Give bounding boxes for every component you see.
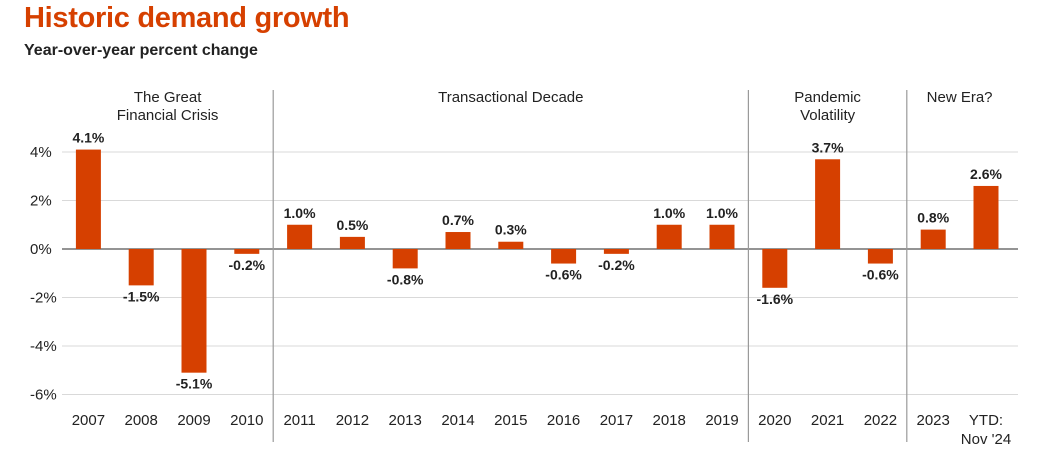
data-label: -0.6% — [862, 267, 899, 283]
bar — [973, 185, 999, 249]
data-label: 3.7% — [812, 139, 844, 155]
bar — [603, 249, 629, 254]
data-label: 1.0% — [706, 205, 738, 221]
chart-subtitle: Year-over-year percent change — [24, 42, 258, 59]
bar — [181, 249, 207, 373]
x-tick-label: 2020 — [758, 412, 791, 429]
data-label: 1.0% — [653, 205, 685, 221]
data-label: 0.3% — [495, 222, 527, 238]
bar — [287, 224, 313, 249]
bar — [762, 249, 788, 288]
bar — [920, 229, 946, 249]
x-tick-label: 2014 — [441, 412, 474, 429]
data-label: -0.2% — [598, 257, 635, 273]
period-label: Volatility — [800, 107, 856, 124]
bar — [234, 249, 260, 254]
period-label: The Great — [134, 89, 202, 106]
bar — [498, 241, 524, 249]
data-label: -0.8% — [387, 271, 424, 287]
x-tick-label: 2015 — [494, 412, 527, 429]
data-label: -0.6% — [545, 267, 582, 283]
x-tick-label: Nov '24 — [961, 431, 1011, 448]
bar — [75, 149, 101, 249]
bar — [815, 159, 841, 249]
x-tick-label: 2016 — [547, 412, 580, 429]
bar — [656, 224, 682, 249]
data-label: 2.6% — [970, 166, 1002, 182]
x-tick-label: 2007 — [72, 412, 105, 429]
bar — [445, 232, 471, 249]
period-label: Transactional Decade — [438, 89, 583, 106]
period-label: New Era? — [927, 89, 993, 106]
data-label: -1.6% — [757, 291, 794, 307]
bar — [867, 249, 893, 264]
data-label: -1.5% — [123, 288, 160, 304]
x-tick-label: 2018 — [653, 412, 686, 429]
y-tick-label: 2% — [30, 193, 52, 210]
x-tick-label: 2023 — [917, 412, 950, 429]
period-label: Financial Crisis — [117, 107, 219, 124]
data-label: -0.2% — [229, 257, 266, 273]
y-tick-label: 4% — [30, 144, 52, 161]
bar — [339, 236, 365, 249]
data-label: 0.8% — [917, 210, 949, 226]
x-tick-label: 2013 — [389, 412, 422, 429]
period-label: Pandemic — [794, 89, 861, 106]
data-label: 0.5% — [336, 217, 368, 233]
y-tick-label: 0% — [30, 241, 52, 258]
x-tick-label: 2009 — [177, 412, 210, 429]
data-label: 0.7% — [442, 212, 474, 228]
bar — [392, 249, 418, 269]
x-tick-label: 2019 — [705, 412, 738, 429]
data-label: -5.1% — [176, 376, 213, 392]
data-label: 1.0% — [284, 205, 316, 221]
bar — [551, 249, 577, 264]
x-tick-label: 2017 — [600, 412, 633, 429]
y-tick-label: -4% — [30, 338, 57, 355]
x-tick-label: 2021 — [811, 412, 844, 429]
x-tick-label: 2022 — [864, 412, 897, 429]
chart-title: Historic demand growth — [24, 2, 350, 34]
bar — [709, 224, 735, 249]
y-tick-label: -6% — [30, 387, 57, 404]
x-tick-label: 2012 — [336, 412, 369, 429]
bar — [128, 249, 154, 286]
data-label: 4.1% — [72, 130, 104, 146]
x-tick-label: YTD: — [969, 412, 1003, 429]
y-tick-label: -2% — [30, 290, 57, 307]
x-tick-label: 2010 — [230, 412, 263, 429]
x-tick-label: 2008 — [125, 412, 158, 429]
x-tick-label: 2011 — [283, 412, 315, 429]
